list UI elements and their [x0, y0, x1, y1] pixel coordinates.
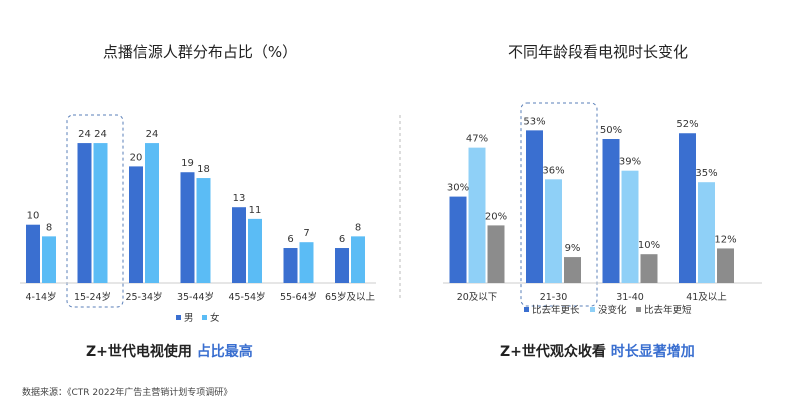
legend-swatch: [590, 307, 595, 312]
legend-label: 比去年更长: [532, 304, 580, 316]
right-caption: Z+世代观众收看 时长显著增加: [500, 341, 695, 361]
x-tick-label: 41及以上: [686, 292, 727, 303]
source-note: 数据来源：《CTR 2022年广告主营销计划专项调研》: [22, 388, 233, 398]
legend-label: 没变化: [598, 304, 627, 316]
data-label: 9%: [565, 243, 581, 254]
right-caption-highlight: 时长显著增加: [610, 344, 695, 360]
x-tick-label: 55-64岁: [280, 291, 317, 303]
data-label: 30%: [447, 183, 469, 194]
x-tick-label: 65岁及以上: [325, 291, 376, 303]
data-label: 18: [197, 164, 210, 175]
left-caption: Z+世代电视使用 占比最高: [86, 341, 253, 361]
bar-0-1: [248, 218, 262, 283]
data-label: 13: [233, 193, 246, 204]
data-label: 12%: [714, 234, 736, 245]
bar-0-0: [180, 172, 195, 283]
data-label: 20%: [485, 211, 507, 222]
x-tick-label: 20及以下: [457, 292, 498, 303]
data-label: 19: [181, 158, 194, 169]
chart-title-1: 不同年龄段看电视时长变化: [508, 43, 688, 61]
left-caption-highlight: 占比最高: [196, 344, 253, 360]
bar-1-0: [449, 196, 467, 283]
data-label: 6: [339, 234, 345, 245]
data-label: 52%: [676, 119, 698, 130]
x-tick-label: 21-30: [540, 292, 568, 303]
data-label: 10: [27, 211, 40, 222]
legend-swatch: [176, 315, 181, 320]
data-label: 8: [355, 222, 361, 233]
bar-1-1: [545, 179, 562, 283]
legend-swatch: [636, 307, 641, 312]
data-label: 24: [94, 129, 107, 140]
right-caption-text: Z+世代观众收看: [500, 344, 611, 360]
x-tick-label: 45-54岁: [228, 291, 265, 303]
data-label: 47%: [466, 134, 488, 145]
bar-0-1: [351, 236, 365, 283]
data-label: 11: [249, 205, 262, 216]
data-label: 36%: [542, 165, 564, 176]
bar-0-0: [129, 166, 143, 283]
left-caption-text: Z+世代电视使用: [86, 344, 197, 360]
bar-0-0: [232, 207, 246, 283]
bar-0-1: [42, 236, 56, 283]
bar-0-1: [145, 143, 159, 283]
chart-title-0: 点播信源人群分布占比（%）: [103, 43, 297, 61]
data-label: 50%: [600, 125, 622, 136]
bar-1-0: [526, 130, 543, 283]
legend-swatch: [524, 307, 529, 312]
legend-label: 比去年更短: [644, 304, 692, 316]
bar-1-1: [468, 147, 486, 283]
data-label: 7: [303, 228, 309, 239]
bar-0-0: [335, 248, 349, 283]
bar-0-1: [299, 242, 314, 283]
data-label: 39%: [619, 157, 641, 168]
legend-label: 女: [210, 312, 220, 324]
bar-0-1: [93, 143, 108, 283]
data-label: 24: [78, 129, 91, 140]
data-label: 8: [46, 222, 52, 233]
bar-1-0: [602, 139, 620, 283]
x-tick-label: 4-14岁: [25, 291, 56, 303]
bar-1-2: [487, 225, 505, 283]
x-tick-label: 25-34岁: [125, 291, 162, 303]
x-tick-label: 15-24岁: [74, 291, 111, 303]
x-tick-label: 35-44岁: [177, 291, 214, 303]
data-label: 20: [130, 152, 143, 163]
legend-label: 男: [184, 313, 194, 324]
x-tick-label: 31-40: [616, 292, 644, 303]
bar-1-1: [621, 170, 639, 283]
bar-0-0: [26, 224, 40, 283]
data-label: 35%: [695, 168, 717, 179]
bar-1-0: [679, 133, 696, 283]
data-label: 53%: [523, 116, 545, 127]
bar-0-0: [77, 143, 92, 283]
bar-1-1: [698, 182, 715, 283]
bar-1-2: [640, 254, 658, 283]
bar-1-2: [717, 248, 734, 283]
bar-0-0: [283, 248, 298, 283]
bar-1-2: [564, 257, 581, 283]
bar-0-1: [196, 178, 211, 283]
data-label: 10%: [638, 240, 660, 251]
highlight-box-1: [520, 102, 598, 307]
highlight-box-0: [66, 114, 124, 308]
legend-swatch: [202, 315, 207, 320]
data-label: 24: [146, 129, 159, 140]
data-label: 6: [287, 234, 293, 245]
